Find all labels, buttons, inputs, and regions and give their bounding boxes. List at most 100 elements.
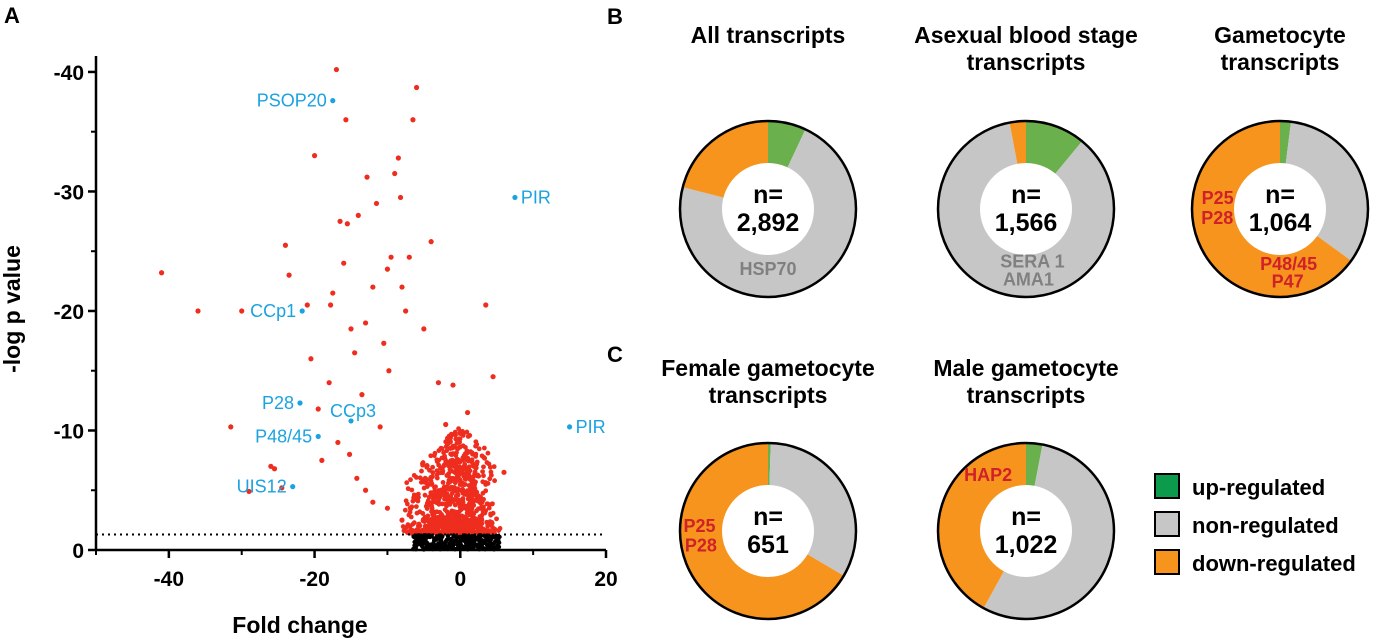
significant-point <box>488 512 494 518</box>
significant-point <box>475 494 480 499</box>
gene-point-pir <box>512 194 518 201</box>
significant-point <box>452 502 458 508</box>
nonsignificant-point <box>419 536 425 542</box>
significant-point <box>457 436 463 442</box>
significant-point <box>424 481 430 486</box>
pie-n-value: 1,022 <box>995 531 1058 559</box>
significant-point <box>427 467 432 473</box>
significant-point <box>404 480 410 486</box>
significant-point <box>444 441 450 447</box>
significant-point <box>471 498 477 504</box>
legend-swatch-up <box>1154 473 1180 499</box>
significant-point <box>435 525 441 531</box>
y-axis-ticks: 0 -10 -20 -30 -40 <box>54 62 96 563</box>
significant-point <box>460 499 466 505</box>
significant-point <box>470 474 476 480</box>
significant-point <box>492 478 498 484</box>
pie-title: transcripts <box>967 49 1086 75</box>
significant-point <box>434 457 440 463</box>
nonsignificant-point <box>482 533 487 538</box>
significant-point <box>346 451 353 457</box>
significant-point <box>395 155 401 161</box>
significant-point <box>405 486 411 492</box>
significant-point <box>419 468 424 474</box>
significant-point <box>465 450 471 456</box>
pie-n-value: 1,566 <box>995 209 1058 237</box>
significant-point <box>412 495 418 501</box>
significant-point <box>453 509 458 515</box>
gene-label: PSOP20 <box>257 91 327 111</box>
significant-point <box>494 516 499 522</box>
nonsignificant-point <box>483 537 489 543</box>
significant-point <box>481 509 487 515</box>
significant-point <box>443 421 449 428</box>
significant-point <box>304 302 310 308</box>
gene-point-uis12 <box>290 484 296 490</box>
significant-point <box>434 472 440 478</box>
volcano-plot: PSOP20 PIR CCp1 P28 CCp3 P48/45 PIR UIS12 -40 -2… <box>0 56 618 638</box>
significant-point <box>377 424 383 430</box>
legend-label-down: down-regulated <box>1192 551 1356 576</box>
significant-point <box>496 528 502 533</box>
significant-point <box>422 475 428 481</box>
significant-point <box>460 503 466 509</box>
nonsignificant-point <box>455 538 460 544</box>
pie-outline <box>678 119 858 299</box>
significant-point <box>447 525 453 530</box>
significant-point <box>158 270 165 276</box>
significant-point <box>469 480 475 486</box>
significant-point <box>373 200 380 207</box>
significant-point <box>486 505 492 511</box>
y-axis-title: -log p value <box>0 245 25 373</box>
significant-point <box>413 84 420 91</box>
significant-point <box>447 445 453 451</box>
significant-point <box>335 439 341 446</box>
significant-point <box>414 510 420 516</box>
pie-title: Gametocyte <box>1214 22 1346 48</box>
significant-point <box>416 495 421 500</box>
significant-point <box>435 495 441 501</box>
significant-point <box>481 473 486 479</box>
nonsignificant-point <box>476 542 481 547</box>
significant-point <box>487 464 493 470</box>
significant-point <box>476 446 482 452</box>
significant-point <box>456 426 461 432</box>
significant-point <box>451 517 457 523</box>
significant-point <box>438 445 444 451</box>
significant-point <box>333 66 340 73</box>
pie-annotation: SERA 1 <box>1000 251 1064 271</box>
nonsignificant-point <box>449 544 454 550</box>
legend: up-regulated non-regulated down-regulated <box>1154 473 1356 576</box>
x-axis-title: Fold change <box>232 612 367 638</box>
significant-point <box>337 218 343 224</box>
significant-point <box>464 409 471 416</box>
significant-point <box>475 506 481 512</box>
significant-point <box>239 308 245 314</box>
pie-title: transcripts <box>1221 49 1340 75</box>
significant-point <box>469 510 474 516</box>
nonsignificant-point <box>416 535 421 541</box>
significant-point <box>480 479 486 485</box>
nonsignificant-point <box>412 543 417 548</box>
significant-point <box>453 462 459 468</box>
significant-point <box>467 521 473 527</box>
significant-point <box>425 513 431 519</box>
significant-point <box>445 515 450 520</box>
significant-point <box>407 505 413 511</box>
significant-point <box>311 153 318 159</box>
significant-point <box>443 495 449 501</box>
significant-point <box>355 212 361 218</box>
pie-center-hole <box>1234 163 1326 255</box>
significant-point <box>279 485 285 491</box>
significant-point <box>481 464 486 470</box>
pie-title: Female gametocyte <box>661 355 874 381</box>
significant-point <box>386 368 392 374</box>
significant-point <box>411 520 417 526</box>
significant-point <box>425 498 431 504</box>
nonsignificant-point <box>418 540 424 545</box>
significant-point <box>397 194 404 201</box>
significant-point <box>467 433 473 438</box>
significant-point <box>403 498 409 504</box>
pie-n-label: n= <box>753 181 783 209</box>
